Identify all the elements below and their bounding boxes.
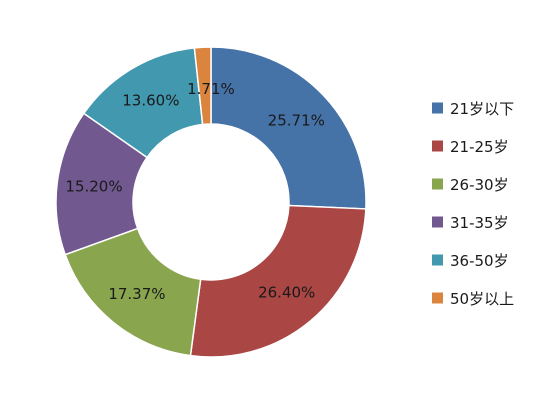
legend-swatch-21-25岁	[432, 140, 443, 152]
slices-group	[55, 46, 367, 358]
data-label-21-25岁: 26.40%	[258, 284, 315, 302]
legend-label-26-30岁: 26-30岁	[450, 176, 509, 194]
legend-swatch-21岁以下	[432, 102, 443, 114]
legend-label-36-50岁: 36-50岁	[450, 252, 509, 270]
data-label-50岁以上: 1.71%	[187, 80, 235, 98]
legend: 21岁以下 21-25岁 26-30岁 31-35岁 36-50岁 50岁以上	[432, 100, 514, 308]
data-label-31-35岁: 15.20%	[65, 178, 122, 196]
data-label-21岁以下: 25.71%	[268, 111, 325, 129]
data-labels-group: 25.71% 26.40% 17.37% 15.20% 13.60% 1.71%	[65, 80, 324, 303]
data-label-36-50岁: 13.60%	[122, 91, 179, 109]
data-label-26-30岁: 17.37%	[108, 285, 165, 303]
legend-label-50岁以上: 50岁以上	[450, 290, 514, 308]
legend-swatch-50岁以上	[432, 292, 443, 304]
legend-label-31-35岁: 31-35岁	[450, 214, 509, 232]
legend-swatch-31-35岁	[432, 216, 443, 228]
slice-26-30岁	[64, 227, 202, 357]
legend-label-21-25岁: 21-25岁	[450, 138, 509, 156]
slice-21-25岁	[189, 204, 367, 358]
legend-swatch-36-50岁	[432, 254, 443, 266]
slice-21岁以下	[210, 46, 367, 210]
slice-50岁以上	[193, 46, 212, 126]
legend-swatch-26-30岁	[432, 178, 443, 190]
legend-label-21岁以下: 21岁以下	[450, 100, 514, 118]
